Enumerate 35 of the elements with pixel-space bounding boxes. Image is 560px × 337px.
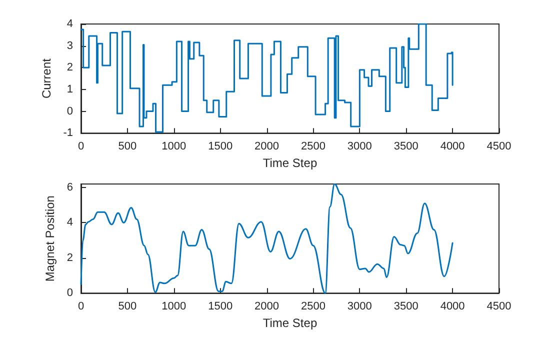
y-tick-label: 4 [66,18,73,30]
x-tick-label: 4500 [486,300,512,313]
x-tick-label: 500 [118,300,137,313]
x-tick-label: 3500 [394,140,418,153]
x-tick-label: 2500 [300,300,326,313]
y-tick-label: 2 [66,62,73,74]
x-tick-label: 500 [118,140,137,153]
y-tick-label: -1 [63,127,73,140]
y-tick-label: 4 [66,216,73,229]
y-axis-title: Current [39,58,54,99]
y-tick-label: 0 [66,105,73,118]
x-tick-label: 0 [78,300,84,313]
x-tick-label: 2500 [300,140,326,153]
x-tick-label: 3000 [347,300,372,313]
x-tick-label: 3500 [394,300,418,313]
x-tick-label: 1000 [162,300,186,313]
y-tick-label: 2 [66,252,73,264]
line-series [80,183,454,294]
x-tick-label: 4500 [486,140,512,153]
y-tick-label: 1 [66,83,73,96]
x-tick-label: 1000 [162,140,186,153]
x-tick-label: 0 [78,140,84,153]
x-tick-label: 2000 [254,300,280,313]
x-axis-title: Time Step [262,316,318,330]
x-tick-label: 2000 [254,140,280,153]
y-tick-label: 0 [66,287,73,300]
x-axis-title: Time Step [262,156,318,170]
y-axis-title: Magnet Position [42,196,57,282]
y-tick-label: 3 [66,40,73,52]
x-tick-label: 3000 [347,140,372,153]
x-tick-label: 1500 [208,300,233,313]
y-tick-label: 6 [66,182,73,194]
x-tick-label: 4000 [440,300,465,313]
x-tick-label: 1500 [208,140,233,153]
x-tick-label: 4000 [440,140,465,153]
